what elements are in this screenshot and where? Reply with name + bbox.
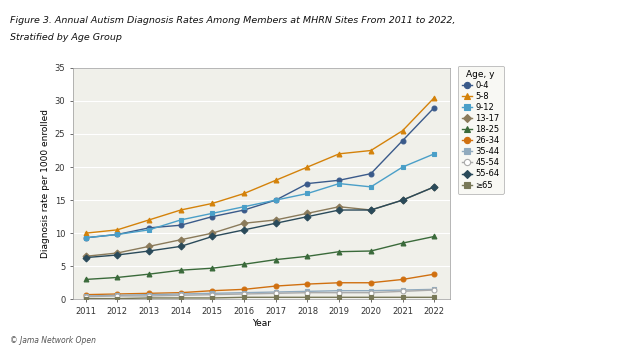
Legend: 0-4, 5-8, 9-12, 13-17, 18-25, 26-34, 35-44, 45-54, 55-64, ≥65: 0-4, 5-8, 9-12, 13-17, 18-25, 26-34, 35-… [458, 65, 503, 194]
Y-axis label: Diagnosis rate per 1000 enrolled: Diagnosis rate per 1000 enrolled [41, 109, 51, 258]
Text: © Jama Network Open: © Jama Network Open [10, 335, 96, 345]
Text: Stratified by Age Group: Stratified by Age Group [10, 33, 121, 42]
X-axis label: Year: Year [252, 319, 271, 328]
Text: Figure 3. Annual Autism Diagnosis Rates Among Members at MHRN Sites From 2011 to: Figure 3. Annual Autism Diagnosis Rates … [10, 16, 455, 25]
